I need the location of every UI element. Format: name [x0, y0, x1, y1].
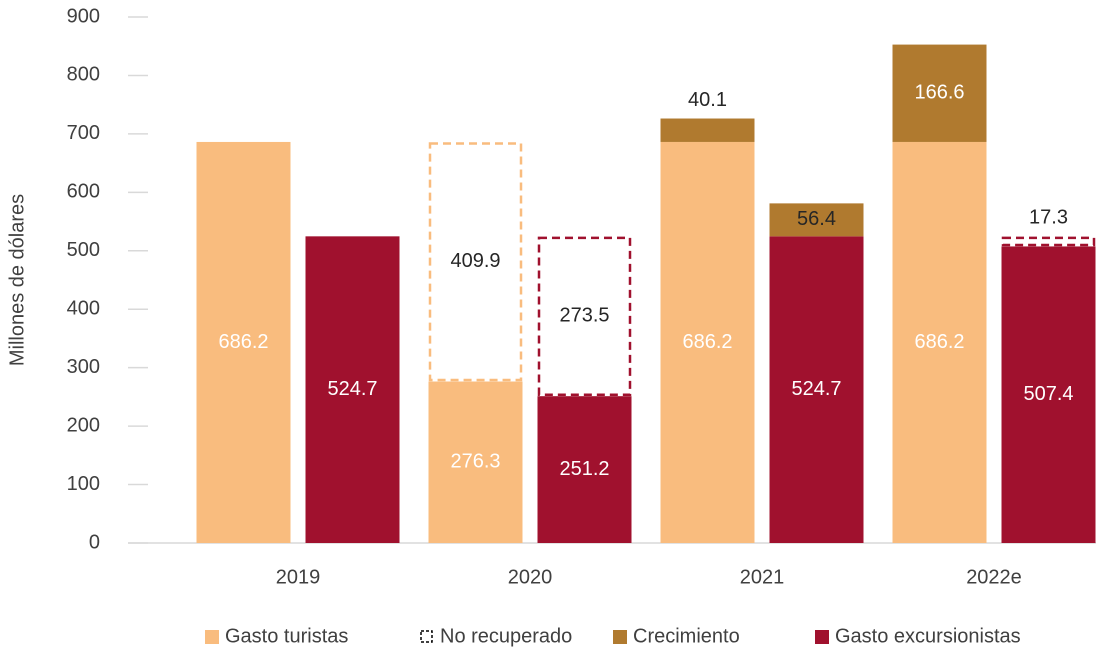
data-label: 507.4: [1023, 383, 1073, 405]
data-label: 524.7: [791, 378, 841, 400]
y-tick-label: 300: [67, 356, 100, 378]
data-label: 273.5: [559, 305, 609, 327]
bar-segment-outline: [1001, 236, 1096, 247]
x-tick-label: 2020: [508, 566, 553, 588]
bar-segment: [428, 381, 523, 543]
legend-marker: [815, 630, 829, 644]
data-label: 276.3: [450, 451, 500, 473]
legend-marker: [420, 630, 433, 643]
data-label: 409.9: [450, 250, 500, 272]
legend-label: Crecimiento: [633, 625, 740, 647]
data-label: 524.7: [327, 378, 377, 400]
bar-segment: [305, 236, 400, 544]
legend-marker: [205, 630, 219, 644]
y-tick-label: 0: [89, 531, 100, 553]
bar-segment: [769, 236, 864, 544]
data-label: 686.2: [914, 331, 964, 353]
bar-segment-outline: [537, 236, 632, 396]
legend-label: Gasto turistas: [225, 625, 348, 647]
y-tick-label: 500: [67, 239, 100, 261]
y-tick-label: 600: [67, 181, 100, 203]
bar-segment: [892, 44, 987, 142]
y-tick-label: 200: [67, 414, 100, 436]
x-tick-label: 2021: [740, 566, 785, 588]
data-label: 17.3: [1029, 207, 1068, 229]
legend-label: Gasto excursionistas: [835, 625, 1021, 647]
y-tick-label: 100: [67, 473, 100, 495]
legend-label: No recuperado: [440, 625, 572, 647]
data-label: 686.2: [218, 331, 268, 353]
bar-segment: [660, 118, 755, 142]
y-tick-label: 400: [67, 298, 100, 320]
data-label: 251.2: [559, 458, 609, 480]
bar-segment: [769, 203, 864, 237]
bar-segment: [196, 141, 291, 543]
bar-segment: [537, 396, 632, 543]
y-tick-label: 700: [67, 122, 100, 144]
legend-marker: [613, 630, 627, 644]
data-label: 40.1: [688, 89, 727, 111]
data-label: 166.6: [914, 82, 964, 104]
x-tick-label: 2019: [276, 566, 321, 588]
y-tick-label: 900: [67, 5, 100, 27]
data-label: 56.4: [797, 208, 836, 230]
bar-segment: [1001, 246, 1096, 544]
bar-segment: [660, 141, 755, 543]
bar-segment-outline: [428, 142, 523, 382]
y-axis-title: Millones de dólares: [6, 194, 28, 366]
x-tick-label: 2022e: [966, 566, 1022, 588]
y-tick-label: 800: [67, 64, 100, 86]
bar-segment: [892, 141, 987, 543]
data-label: 686.2: [682, 331, 732, 353]
